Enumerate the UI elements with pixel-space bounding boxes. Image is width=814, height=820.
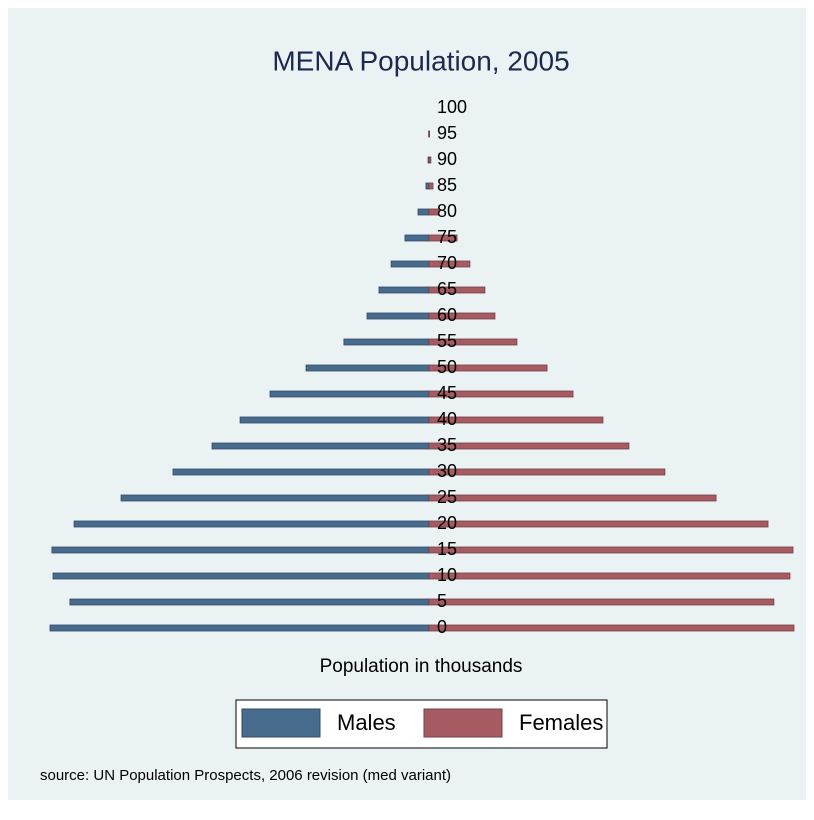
bar [429,131,430,137]
bar [429,183,433,189]
x-axis-label: Population in thousands [320,656,523,677]
bar [70,599,429,605]
legend-swatch [424,709,502,737]
y-tick-label: 5 [437,591,447,611]
bar [429,469,665,475]
y-tick-label: 70 [437,253,457,273]
bar [429,625,794,631]
y-tick-label: 55 [437,331,457,351]
bar [429,443,629,449]
bar [50,625,429,631]
background [8,8,806,800]
bar [212,443,429,449]
bar [52,547,429,553]
y-tick-label: 0 [437,617,447,637]
y-tick-label: 85 [437,175,457,195]
bar [53,573,429,579]
bar [426,183,429,189]
bar [379,287,429,293]
y-tick-label: 100 [437,97,467,117]
legend-label: Females [519,710,603,735]
bar [74,521,429,527]
y-tick-label: 90 [437,149,457,169]
y-tick-label: 20 [437,513,457,533]
bar [429,547,793,553]
y-tick-label: 75 [437,227,457,247]
y-tick-label: 60 [437,305,457,325]
y-tick-label: 15 [437,539,457,559]
bar [173,469,429,475]
y-tick-label: 35 [437,435,457,455]
y-tick-label: 65 [437,279,457,299]
bar [429,599,774,605]
bar [429,157,431,163]
bar [418,209,429,215]
y-tick-label: 50 [437,357,457,377]
y-tick-label: 25 [437,487,457,507]
bar [306,365,429,371]
bar [429,495,716,501]
bar [405,235,429,241]
bar [240,417,429,423]
y-tick-label: 45 [437,383,457,403]
bar [429,521,768,527]
bar [367,313,429,319]
bar [344,339,429,345]
y-tick-label: 10 [437,565,457,585]
bar [391,261,429,267]
chart-title: MENA Population, 2005 [272,45,569,76]
y-tick-label: 80 [437,201,457,221]
legend-label: Males [337,710,396,735]
bar [270,391,429,397]
y-tick-label: 95 [437,123,457,143]
legend-swatch [242,709,320,737]
y-tick-label: 40 [437,409,457,429]
source-note: source: UN Population Prospects, 2006 re… [40,767,451,784]
bar [121,495,429,501]
y-tick-label: 30 [437,461,457,481]
bar [429,573,790,579]
